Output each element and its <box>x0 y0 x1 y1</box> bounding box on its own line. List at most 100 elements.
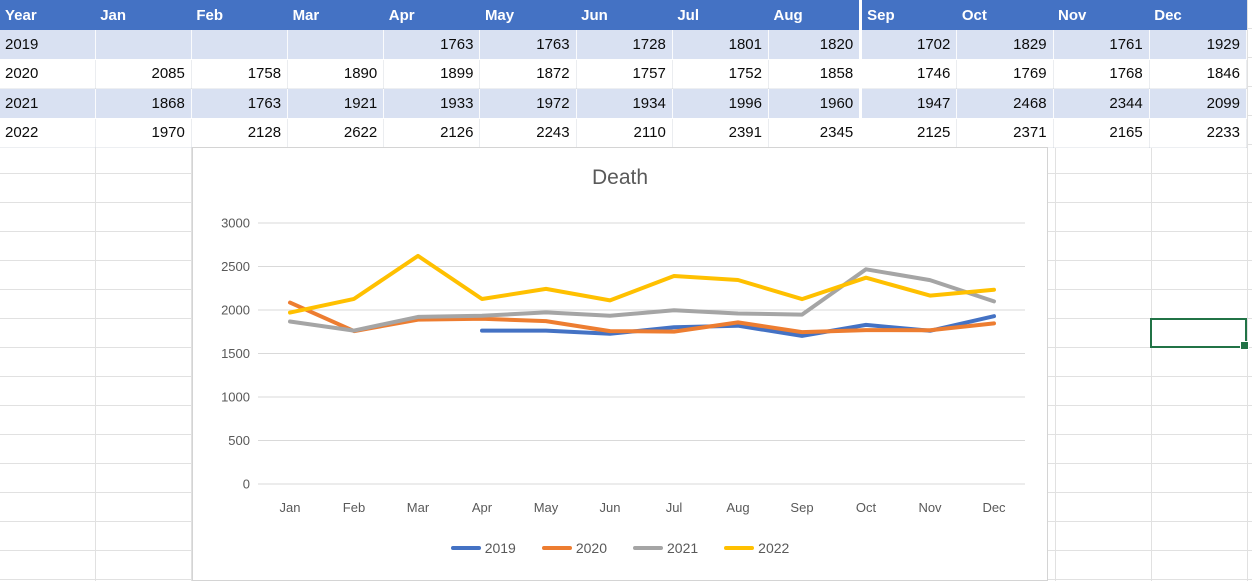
year-cell[interactable]: 2020 <box>0 59 96 89</box>
table-cell[interactable]: 1899 <box>383 59 481 89</box>
table-cell[interactable] <box>287 30 385 60</box>
table-cell[interactable]: 1801 <box>672 30 770 60</box>
column-header-mar[interactable]: Mar <box>287 0 384 30</box>
legend-swatch <box>541 545 572 551</box>
series-line-2022[interactable] <box>288 253 996 315</box>
series-line-2020[interactable] <box>288 300 996 335</box>
table-cell[interactable]: 2371 <box>956 118 1054 148</box>
table-cell[interactable]: 1934 <box>576 88 673 119</box>
table-cell[interactable]: 2622 <box>287 118 385 148</box>
legend-item-2021[interactable]: 2021 <box>633 540 698 556</box>
x-axis-tick-label: Nov <box>918 500 942 515</box>
fill-handle[interactable] <box>1240 341 1249 350</box>
legend-item-2020[interactable]: 2020 <box>541 540 607 556</box>
table-cell[interactable]: 2165 <box>1053 118 1150 148</box>
y-axis-tick-label: 2000 <box>221 303 250 318</box>
table-cell[interactable]: 1752 <box>672 59 770 89</box>
table-cell[interactable]: 2125 <box>860 118 958 148</box>
table-cell[interactable]: 1858 <box>768 59 863 89</box>
column-header-dec[interactable]: Dec <box>1149 0 1247 30</box>
legend-item-2022[interactable]: 2022 <box>724 540 789 556</box>
table-row-2021: 2021 1868 1763 1921 1933 1972 1934 1996 1960 1947… <box>0 88 1248 119</box>
legend-label: 2021 <box>667 540 699 556</box>
table-cell[interactable]: 1763 <box>191 88 289 119</box>
legend-swatch <box>724 545 755 551</box>
table-cell[interactable]: 1947 <box>860 88 958 119</box>
x-axis-tick-label: Jun <box>600 500 621 515</box>
chart-legend: 2019 2020 2021 2022 <box>193 540 1047 556</box>
table-cell[interactable]: 2344 <box>1053 88 1150 119</box>
table-cell[interactable]: 1758 <box>191 59 289 89</box>
table-cell[interactable]: 1872 <box>479 59 577 89</box>
y-axis-tick-label: 1000 <box>221 390 250 405</box>
table-cell[interactable]: 1763 <box>479 30 577 60</box>
x-axis-tick-label: Oct <box>856 500 877 515</box>
table-cell[interactable]: 1846 <box>1149 59 1248 89</box>
table-cell[interactable]: 1761 <box>1053 30 1150 60</box>
table-row-2020: 2020 2085 1758 1890 1899 1872 1757 1752 1858 1746… <box>0 59 1248 89</box>
table-cell[interactable]: 2391 <box>672 118 770 148</box>
x-axis-tick-label: Jul <box>666 500 683 515</box>
series-line-2021[interactable] <box>288 267 996 333</box>
x-axis-tick-label: Apr <box>472 500 493 515</box>
column-header-oct[interactable]: Oct <box>956 0 1054 30</box>
column-header-jun[interactable]: Jun <box>576 0 673 30</box>
column-header-sep[interactable]: Sep <box>860 0 957 30</box>
table-cell[interactable] <box>191 30 289 60</box>
table-cell[interactable]: 1933 <box>383 88 481 119</box>
table-cell[interactable]: 1996 <box>672 88 770 119</box>
table-cell[interactable]: 1728 <box>576 30 673 60</box>
column-header-jul[interactable]: Jul <box>672 0 769 30</box>
year-cell[interactable]: 2022 <box>0 118 96 148</box>
chart-panel[interactable]: 3000 2500 2000 1500 1000 500 0 Jan Feb Mar Apr May J… <box>192 147 1048 581</box>
chart-title[interactable]: Death <box>591 166 649 189</box>
column-header-nov[interactable]: Nov <box>1053 0 1150 30</box>
line-chart: 3000 2500 2000 1500 1000 500 0 Jan Feb Mar Apr May J… <box>221 216 1025 515</box>
selected-cell[interactable] <box>1150 318 1249 350</box>
table-cell[interactable]: 2233 <box>1149 118 1248 148</box>
column-header-apr[interactable]: Apr <box>383 0 480 30</box>
y-axis-tick-label: 0 <box>243 477 250 492</box>
year-cell[interactable]: 2021 <box>0 88 96 119</box>
table-cell[interactable]: 2126 <box>383 118 481 148</box>
table-cell[interactable]: 1970 <box>95 118 192 148</box>
table-cell[interactable]: 1890 <box>287 59 385 89</box>
y-axis-tick-label: 3000 <box>221 216 250 231</box>
table-cell[interactable]: 1829 <box>956 30 1054 60</box>
table-cell[interactable]: 2345 <box>768 118 863 148</box>
table-cell[interactable] <box>95 30 192 60</box>
table-cell[interactable]: 2099 <box>1149 88 1248 119</box>
table-cell[interactable]: 1960 <box>768 88 863 119</box>
table-cell[interactable]: 1921 <box>287 88 385 119</box>
column-header-may[interactable]: May <box>479 0 577 30</box>
table-cell[interactable]: 1768 <box>1053 59 1150 89</box>
year-cell[interactable]: 2019 <box>0 30 96 60</box>
x-axis-tick-label: Sep <box>790 500 813 515</box>
series-line-2019[interactable] <box>480 314 996 338</box>
table-cell[interactable]: 1769 <box>956 59 1054 89</box>
table-cell[interactable]: 2468 <box>956 88 1054 119</box>
table-cell[interactable]: 1763 <box>383 30 481 60</box>
table-cell[interactable]: 2243 <box>479 118 577 148</box>
data-table: Year Jan Feb Mar Apr May Jun Jul Aug Sep Oct Nov Dec… <box>0 0 1248 148</box>
y-axis-tick-label: 1500 <box>221 346 250 361</box>
table-cell[interactable]: 1820 <box>768 30 863 60</box>
table-cell[interactable]: 1702 <box>860 30 958 60</box>
table-cell[interactable]: 2110 <box>576 118 673 148</box>
table-cell[interactable]: 2128 <box>191 118 289 148</box>
table-cell[interactable]: 1929 <box>1149 30 1248 60</box>
table-cell[interactable]: 1757 <box>576 59 673 89</box>
column-header-aug[interactable]: Aug <box>768 0 863 30</box>
y-axis-tick-label: 2500 <box>221 259 250 274</box>
table-cell[interactable]: 1972 <box>479 88 577 119</box>
table-header-row: Year Jan Feb Mar Apr May Jun Jul Aug Sep Oct Nov Dec <box>0 0 1247 30</box>
table-cell[interactable]: 1746 <box>860 59 958 89</box>
x-axis-tick-label: Feb <box>343 500 365 515</box>
column-header-jan[interactable]: Jan <box>95 0 192 30</box>
column-header-feb[interactable]: Feb <box>191 0 288 30</box>
table-cell[interactable]: 2085 <box>95 59 192 89</box>
legend-item-2019[interactable]: 2019 <box>450 540 516 556</box>
table-cell[interactable]: 1868 <box>95 88 192 119</box>
column-header-year[interactable]: Year <box>0 0 96 30</box>
